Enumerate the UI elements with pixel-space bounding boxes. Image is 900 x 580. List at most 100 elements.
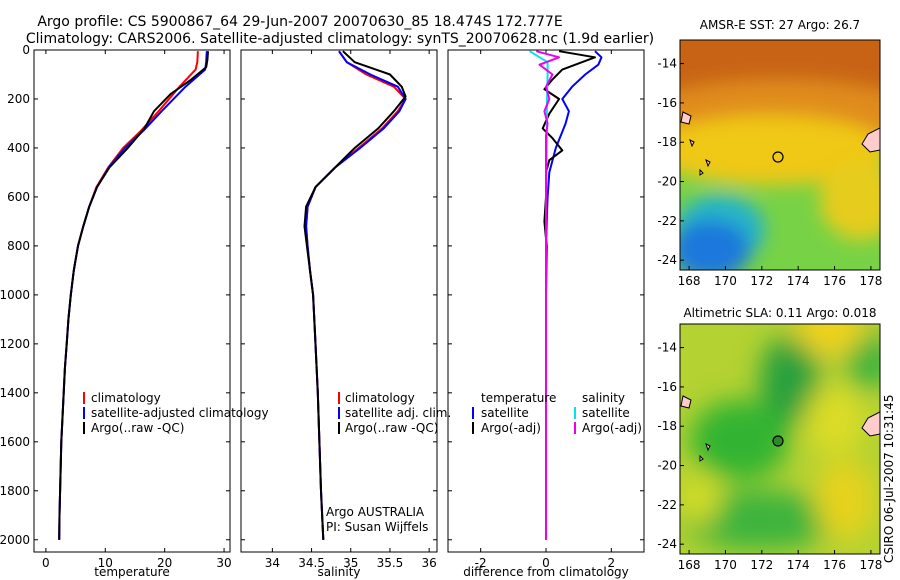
map-x-tick-label: 174 (787, 274, 810, 288)
legend-temp-satellite-label: satellite (481, 406, 529, 420)
legend-climatology-label: climatology (345, 391, 415, 405)
legend-temperature-header: temperature (481, 391, 556, 405)
series-group (529, 50, 603, 540)
legend-climatology-label: climatology (91, 391, 161, 405)
title-line-2: Climatology: CARS2006. Satellite-adjuste… (26, 31, 654, 47)
salinity-legend: climatology satellite adj. clim. Argo(..… (326, 391, 451, 534)
island-small-1 (705, 443, 711, 452)
island-right (861, 411, 880, 437)
y-tick-label: 1600 (0, 435, 30, 449)
sst-yellow-region-2 (820, 160, 880, 240)
series-line-salinity-argo-adj- (535, 50, 561, 540)
title-line-1: Argo profile: CS 5900867_64 29-Jun-2007 … (37, 14, 562, 30)
sla-map-frame (679, 323, 881, 555)
sst-map-ticks: 168 170 172 174 176 178 -14 -16 -18 -20 -22 -24 (657, 57, 882, 288)
sla-yellow-region-2 (805, 385, 865, 455)
y-tick-label: 600 (7, 190, 30, 204)
island-small-1 (705, 159, 711, 168)
legend-temp-argo-label: Argo(-adj) (481, 421, 541, 435)
map-y-tick-label: -18 (657, 135, 677, 149)
plot-frame (240, 49, 438, 553)
y-tick-label: 0 (22, 43, 30, 57)
legend-argo-label: Argo(..raw -QC) (91, 421, 184, 435)
sla-green-region-2 (690, 400, 790, 480)
x-tick-label: -2 (475, 556, 487, 570)
sla-map-title: Altimetric SLA: 0.11 Argo: 0.018 (683, 306, 876, 320)
sst-map-frame (679, 39, 881, 271)
map-x-tick-label: 172 (750, 274, 773, 288)
x-tick-label: 35 (343, 556, 358, 570)
map-y-tick-label: -24 (657, 537, 677, 551)
y-tick-label: 1000 (0, 288, 30, 302)
x-tick-label: 0 (542, 556, 550, 570)
temperature-legend: climatology satellite-adjusted climatolo… (83, 391, 269, 435)
island-left-1 (680, 111, 692, 125)
map-x-tick-label: 178 (859, 558, 882, 572)
annotation-pi-name: PI: Susan Wijffels (326, 520, 428, 534)
x-tick-label: 0 (42, 556, 50, 570)
island-left-1 (680, 395, 692, 409)
legend-satellite-label: satellite adj. clim. (345, 406, 451, 420)
x-tick-label: 20 (157, 556, 172, 570)
map-y-tick-label: -14 (657, 341, 677, 355)
map-x-tick-label: 178 (859, 274, 882, 288)
map-x-tick-label: 168 (678, 274, 701, 288)
map-y-tick-label: -16 (657, 380, 677, 394)
y-tick-label: 1800 (0, 484, 30, 498)
salinity-panel: 34 34.5 35 35.5 36 salinity (240, 49, 438, 579)
sla-map-ticks: 168 170 172 174 176 178 -14 -16 -18 -20 -22 -24 (657, 341, 882, 572)
map-y-tick-label: -18 (657, 419, 677, 433)
map-x-tick-label: 170 (714, 274, 737, 288)
series-line-argo-raw-qc- (58, 51, 209, 540)
y-tick-label: 1400 (0, 386, 30, 400)
x-axis-label: temperature (94, 565, 169, 579)
plot-frame (33, 49, 231, 553)
x-tick-label: 34.5 (298, 556, 325, 570)
y-tick-label: 1200 (0, 337, 30, 351)
sst-yellow-region (680, 115, 880, 185)
difference-legend: temperature satellite Argo(-adj) salinit… (472, 391, 642, 435)
legend-argo-label: Argo(..raw -QC) (345, 421, 438, 435)
map-y-tick-label: -16 (657, 96, 677, 110)
map-y-tick-label: -22 (657, 214, 677, 228)
map-x-tick-label: 176 (823, 274, 846, 288)
map-y-tick-label: -14 (657, 57, 677, 71)
y-tick-label: 800 (7, 239, 30, 253)
legend-satellite-label: satellite-adjusted climatology (91, 406, 269, 420)
legend-sal-argo-label: Argo(-adj) (582, 421, 642, 435)
map-x-tick-label: 168 (678, 558, 701, 572)
map-x-tick-label: 174 (787, 558, 810, 572)
sla-map: Altimetric SLA: 0.11 Argo: 0.018 168 170 1… (657, 306, 882, 572)
map-x-tick-label: 172 (750, 558, 773, 572)
map-x-tick-label: 176 (823, 558, 846, 572)
sla-yellow-region-4 (680, 475, 720, 525)
y-tick-label: 400 (7, 141, 30, 155)
x-tick-label: 36 (422, 556, 437, 570)
x-tick-label: 2 (608, 556, 616, 570)
island-small-2 (699, 168, 704, 176)
sst-map-title: AMSR-E SST: 27 Argo: 26.7 (700, 18, 860, 32)
sst-map-field (680, 40, 880, 270)
x-tick-label: 34 (265, 556, 280, 570)
map-y-tick-label: -22 (657, 498, 677, 512)
legend-sal-satellite-label: satellite (582, 406, 630, 420)
island-left-2 (689, 139, 695, 148)
x-tick-label: 35.5 (377, 556, 404, 570)
series-group (58, 51, 209, 540)
series-group (303, 50, 407, 540)
y-tick-label: 200 (7, 92, 30, 106)
sla-green-region-1 (760, 335, 820, 425)
x-tick-label: 30 (216, 556, 231, 570)
sla-yellow-region-3 (815, 460, 875, 540)
annotation-argo-australia: Argo AUSTRALIA (326, 505, 425, 519)
sst-argo-marker (772, 151, 784, 163)
temperature-panel: 0 200 400 600 800 1000 1200 1400 1600 1800 2000 0 10… (0, 43, 232, 579)
x-axis-label: difference from climatology (463, 565, 629, 579)
x-tick-label: 10 (98, 556, 113, 570)
map-y-tick-label: -24 (657, 253, 677, 267)
sla-green-region-3 (680, 490, 840, 550)
y-tick-label: 2000 (0, 533, 30, 547)
island-right (861, 127, 880, 153)
